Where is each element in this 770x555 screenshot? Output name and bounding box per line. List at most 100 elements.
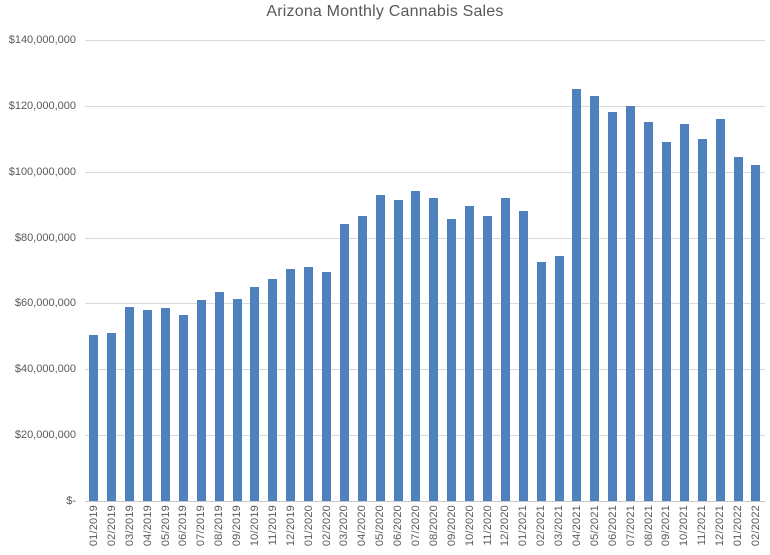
x-tick-label: 01/2020: [300, 505, 318, 553]
bar-03/2020: [339, 224, 349, 501]
x-tick-label: 02/2021: [532, 505, 550, 553]
x-tick-label: 07/2020: [407, 505, 425, 553]
x-tick-text: 01/2019: [87, 505, 100, 547]
y-tick-label: $40,000,000: [14, 363, 76, 376]
gridline: [85, 369, 765, 371]
bar-column: [192, 40, 210, 501]
x-tick-text: 02/2021: [535, 505, 548, 547]
bar-column: [389, 40, 407, 501]
x-tick-label: 12/2020: [496, 505, 514, 553]
x-tick-text: 12/2020: [499, 505, 512, 547]
bar-10/2019: [250, 286, 260, 501]
x-tick-text: 08/2019: [213, 505, 226, 547]
x-tick-text: 06/2019: [177, 505, 190, 547]
gridline: [85, 303, 765, 305]
x-tick-label: 01/2021: [514, 505, 532, 553]
x-tick-label: 03/2020: [335, 505, 353, 553]
bar-02/2019: [107, 333, 117, 501]
x-tick-label: 12/2021: [711, 505, 729, 553]
bar-column: [425, 40, 443, 501]
x-tick-text: 01/2020: [302, 505, 315, 547]
x-tick-label: 06/2020: [389, 505, 407, 553]
x-tick-label: 06/2021: [604, 505, 622, 553]
bar-10/2020: [465, 206, 475, 501]
x-tick-label: 10/2021: [675, 505, 693, 553]
y-tick-label: $80,000,000: [14, 231, 76, 244]
bar-column: [622, 40, 640, 501]
x-tick-label: 11/2019: [264, 505, 282, 553]
bar-01/2022: [733, 156, 743, 501]
bar-column: [640, 40, 658, 501]
bar-11/2019: [268, 278, 278, 501]
bar-column: [407, 40, 425, 501]
bar-column: [729, 40, 747, 501]
x-tick-text: 11/2019: [266, 505, 279, 546]
x-tick-text: 07/2020: [409, 505, 422, 547]
gridline: [85, 105, 765, 107]
bar-01/2020: [304, 267, 314, 501]
bar-12/2019: [286, 268, 296, 501]
bar-04/2019: [143, 310, 153, 501]
bar-column: [103, 40, 121, 501]
x-tick-label: 02/2022: [747, 505, 765, 553]
x-tick-label: 07/2021: [622, 505, 640, 553]
bar-column: [353, 40, 371, 501]
bar-column: [264, 40, 282, 501]
x-tick-text: 10/2021: [678, 505, 691, 547]
bar-column: [711, 40, 729, 501]
bar-column: [514, 40, 532, 501]
y-tick-label: $100,000,000: [8, 165, 76, 178]
x-tick-text: 02/2019: [105, 505, 118, 547]
x-tick-label: 01/2022: [729, 505, 747, 553]
x-axis-line: [85, 501, 765, 502]
x-tick-text: 01/2021: [517, 505, 530, 547]
bar-09/2021: [661, 142, 671, 501]
x-tick-label: 08/2021: [640, 505, 658, 553]
gridline: [85, 40, 765, 41]
x-tick-text: 05/2020: [374, 505, 387, 547]
bar-column: [568, 40, 586, 501]
bar-11/2020: [483, 216, 493, 501]
bar-column: [174, 40, 192, 501]
bar-07/2019: [196, 300, 206, 501]
x-tick-text: 05/2019: [159, 505, 172, 547]
bar-column: [157, 40, 175, 501]
bar-column: [532, 40, 550, 501]
bar-column: [246, 40, 264, 501]
bar-11/2021: [697, 138, 707, 501]
x-tick-label: 04/2019: [139, 505, 157, 553]
chart-title: Arizona Monthly Cannabis Sales: [266, 3, 504, 20]
x-tick-text: 04/2020: [356, 505, 369, 547]
y-tick-label: $60,000,000: [14, 297, 76, 310]
x-tick-label: 05/2021: [586, 505, 604, 553]
bar-column: [604, 40, 622, 501]
bar-08/2020: [429, 198, 439, 501]
bar-05/2019: [161, 308, 170, 501]
plot-area: [85, 40, 765, 502]
y-axis-labels: $140,000,000 $120,000,000 $100,000,000 $80,…: [0, 34, 76, 507]
bars: [85, 40, 765, 501]
bar-column: [658, 40, 676, 501]
x-tick-label: 11/2021: [693, 505, 711, 553]
bar-04/2021: [572, 89, 582, 501]
bar-02/2021: [536, 262, 546, 501]
bar-column: [335, 40, 353, 501]
x-tick-label: 06/2019: [174, 505, 192, 553]
x-tick-text: 10/2020: [463, 505, 476, 547]
bar-column: [318, 40, 336, 501]
x-tick-text: 06/2020: [392, 505, 405, 547]
x-tick-text: 02/2022: [749, 505, 762, 547]
x-tick-text: 10/2019: [248, 505, 261, 547]
bar-07/2020: [411, 191, 421, 501]
x-tick-text: 02/2020: [320, 505, 333, 547]
x-tick-label: 10/2020: [461, 505, 479, 553]
x-tick-text: 07/2019: [195, 505, 208, 547]
bar-06/2021: [608, 112, 618, 501]
x-tick-text: 11/2021: [696, 505, 709, 546]
bar-10/2021: [679, 123, 689, 501]
x-tick-text: 07/2021: [624, 505, 637, 547]
bar-08/2019: [214, 291, 224, 501]
bar-column: [461, 40, 479, 501]
bar-02/2020: [322, 272, 332, 501]
